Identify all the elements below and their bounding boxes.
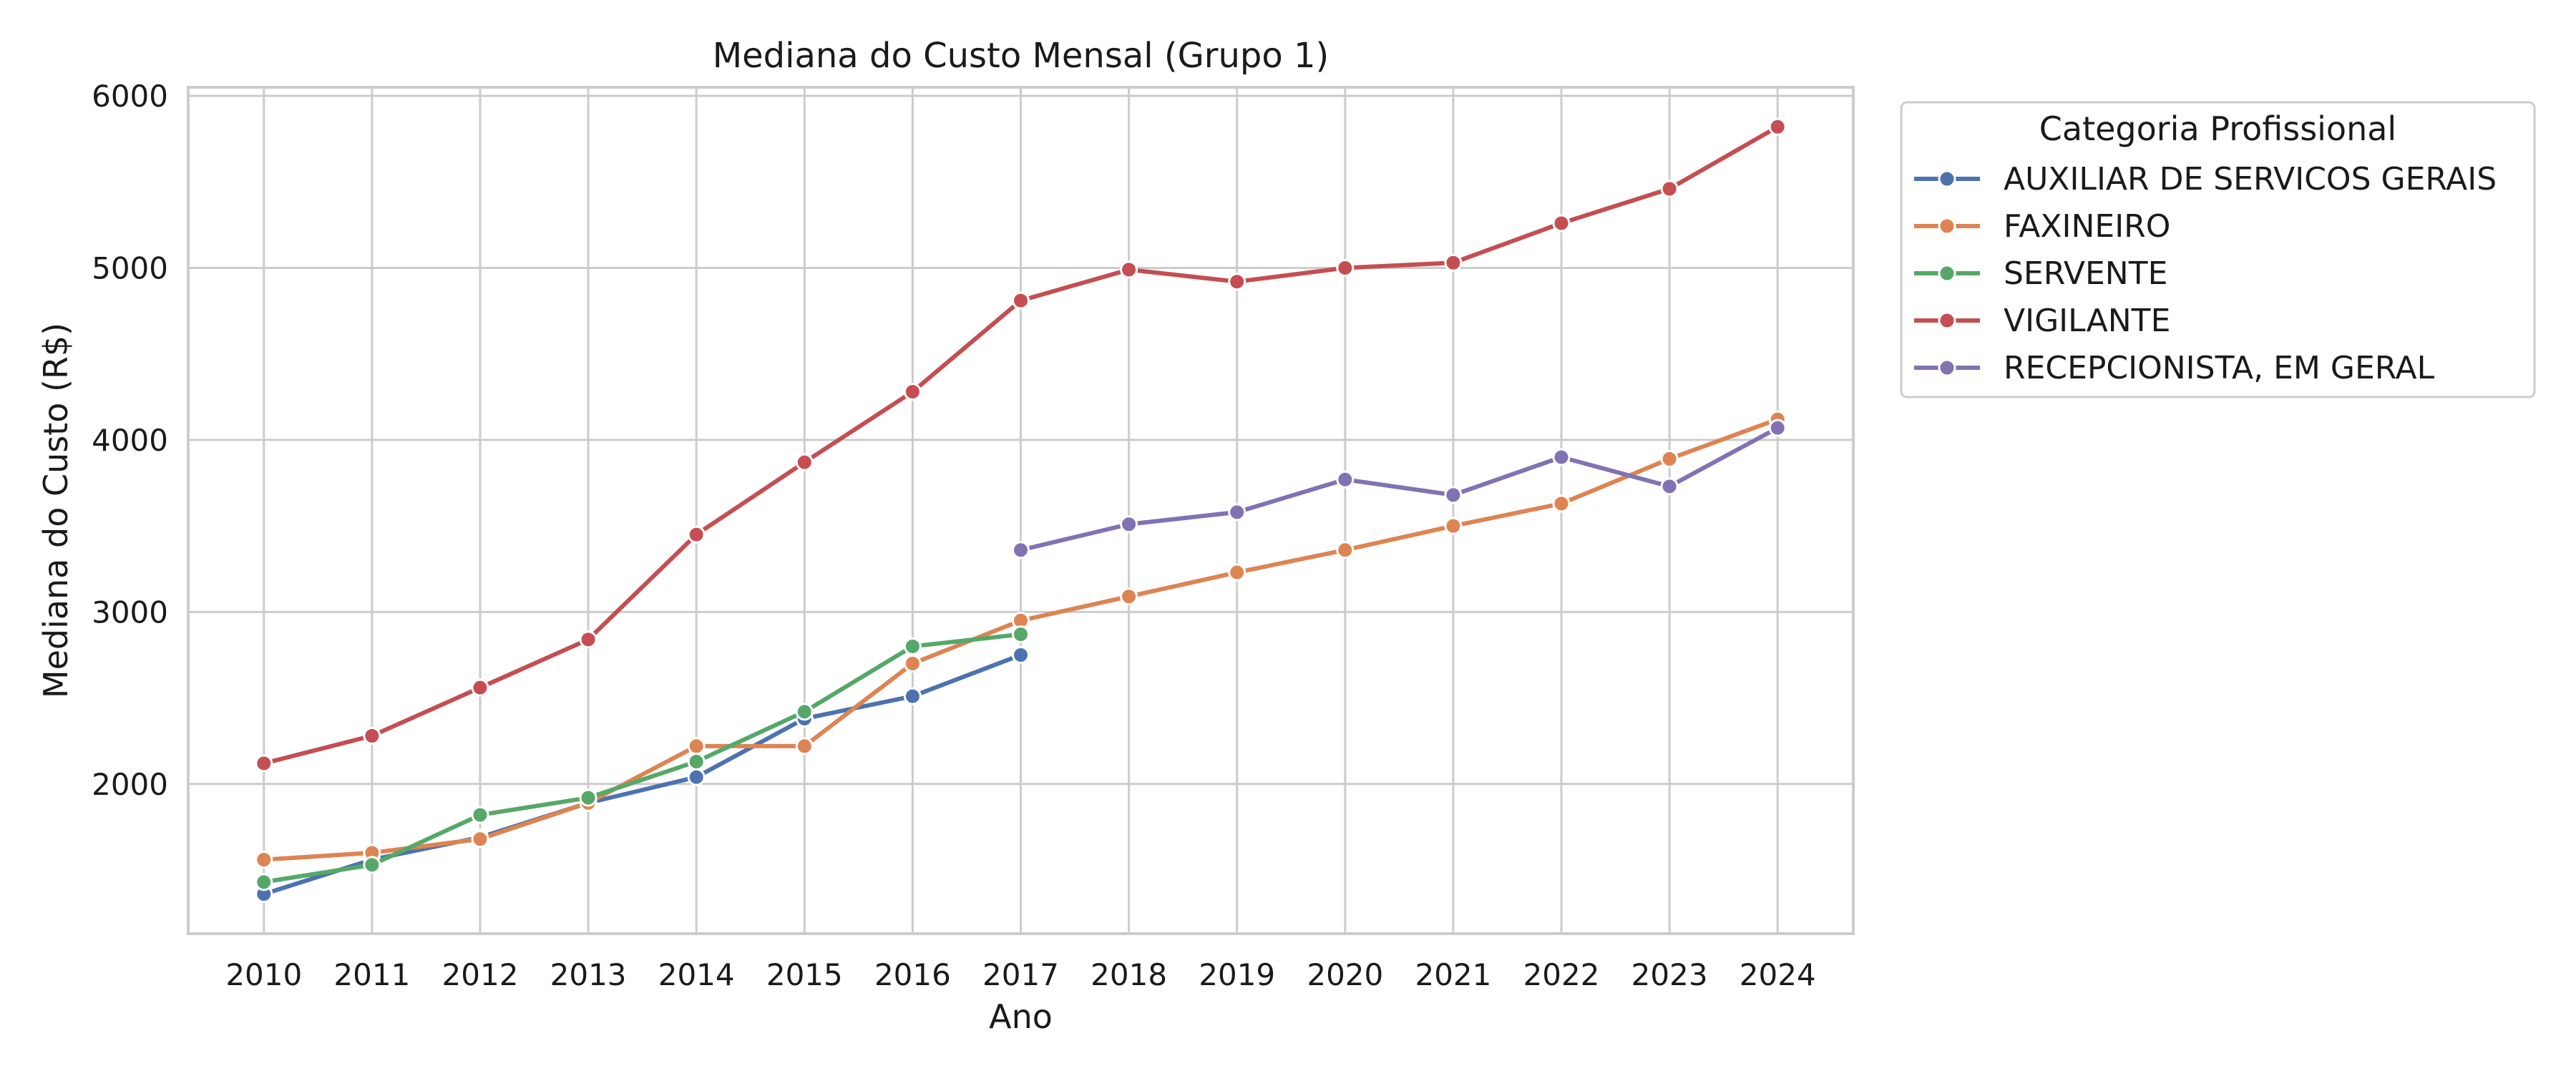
data-point: [903, 383, 922, 401]
data-point: [1336, 541, 1355, 559]
data-point: [1120, 587, 1138, 606]
legend: Categoria Profissional AUXILIAR DE SERVI…: [1900, 101, 2536, 398]
x-tick-label: 2023: [1631, 957, 1708, 992]
y-tick-label: 2000: [92, 767, 168, 802]
legend-label: RECEPCIONISTA, EM GERAL: [2004, 350, 2435, 386]
y-tick-label: 4000: [92, 423, 168, 458]
x-tick-label: 2022: [1523, 957, 1600, 992]
series-line: [1018, 426, 1780, 552]
data-point: [1012, 645, 1030, 664]
data-point: [1768, 419, 1787, 437]
data-point: [795, 737, 814, 755]
x-tick-label: 2020: [1307, 957, 1383, 992]
x-tick-label: 2011: [333, 957, 410, 992]
data-point: [795, 703, 814, 721]
data-point: [471, 678, 489, 697]
data-point: [1228, 273, 1246, 291]
plot-frame: [187, 86, 1855, 935]
legend-box: [1900, 101, 2536, 398]
series-group: [255, 117, 1787, 904]
data-point: [255, 754, 273, 773]
data-point: [1660, 477, 1679, 496]
legend-swatch-marker: [1938, 264, 1956, 283]
series-3: [255, 117, 1787, 773]
legend-swatch-marker: [1938, 170, 1956, 188]
data-point: [1336, 470, 1355, 489]
x-tick-label: 2024: [1740, 957, 1816, 992]
data-point: [795, 453, 814, 471]
data-point: [1552, 214, 1571, 233]
legend-label: AUXILIAR DE SERVICOS GERAIS: [2004, 161, 2497, 197]
legend-swatch-marker: [1938, 358, 1956, 377]
legend-label: FAXINEIRO: [2004, 208, 2170, 245]
legend-item: RECEPCIONISTA, EM GERAL: [1914, 350, 2435, 386]
data-point: [903, 637, 922, 655]
legend-label: SERVENTE: [2004, 255, 2167, 292]
data-point: [687, 737, 706, 755]
y-axis-title: Mediana do Custo (R$): [36, 323, 75, 698]
legend-item: VIGILANTE: [1914, 303, 2170, 339]
series-line: [261, 632, 1023, 884]
x-tick-label: 2013: [550, 957, 627, 992]
y-tick-label: 6000: [92, 79, 168, 114]
legend-swatch-marker: [1938, 217, 1956, 235]
x-tick-label: 2021: [1415, 957, 1491, 992]
data-point: [471, 830, 489, 848]
axes: 2010 2011 2012 2013 2014 2015 2016 2017 2018 2019…: [92, 79, 1816, 992]
data-point: [255, 873, 273, 891]
legend-swatch-marker: [1938, 311, 1956, 330]
legend-item: SERVENTE: [1914, 255, 2167, 292]
x-axis-title: Ano: [989, 997, 1053, 1036]
x-tick-label: 2018: [1091, 957, 1167, 992]
data-point: [1444, 517, 1463, 535]
series-2: [255, 625, 1030, 891]
data-point: [903, 654, 922, 672]
series-4: [1012, 419, 1787, 559]
legend-title: Categoria Profissional: [2039, 109, 2396, 148]
data-point: [1120, 260, 1138, 279]
data-point: [1444, 253, 1463, 272]
legend-item: AUXILIAR DE SERVICOS GERAIS: [1914, 161, 2497, 197]
data-point: [363, 726, 381, 745]
x-tick-label: 2019: [1199, 957, 1275, 992]
x-tick-label: 2012: [442, 957, 519, 992]
data-point: [1228, 503, 1246, 522]
data-point: [1660, 180, 1679, 198]
data-point: [1660, 449, 1679, 468]
data-point: [1228, 563, 1246, 582]
legend-items: AUXILIAR DE SERVICOS GERAIS FAXINEIRO SERV…: [1914, 161, 2497, 386]
x-tick-label: 2016: [874, 957, 951, 992]
data-point: [1552, 494, 1571, 513]
data-point: [1336, 258, 1355, 277]
data-point: [903, 687, 922, 705]
data-point: [687, 525, 706, 544]
chart-title: Mediana do Custo Mensal (Grupo 1): [713, 36, 1330, 76]
y-tick-label: 5000: [92, 250, 168, 285]
data-point: [579, 788, 597, 807]
y-tick-label: 3000: [92, 595, 168, 630]
data-point: [1444, 486, 1463, 504]
x-tick-label: 2014: [658, 957, 735, 992]
data-point: [1012, 291, 1030, 310]
data-point: [363, 856, 381, 874]
data-point: [687, 768, 706, 786]
data-point: [471, 806, 489, 824]
data-point: [1120, 515, 1138, 534]
data-point: [255, 851, 273, 869]
x-tick-label: 2015: [766, 957, 843, 992]
x-tick-label: 2010: [225, 957, 302, 992]
x-tick-label: 2017: [982, 957, 1059, 992]
data-point: [1012, 541, 1030, 559]
data-point: [579, 630, 597, 649]
legend-item: FAXINEIRO: [1914, 208, 2170, 245]
data-point: [687, 753, 706, 771]
data-point: [1552, 448, 1571, 466]
data-point: [1012, 625, 1030, 644]
data-point: [1768, 117, 1787, 136]
legend-label: VIGILANTE: [2004, 303, 2170, 339]
